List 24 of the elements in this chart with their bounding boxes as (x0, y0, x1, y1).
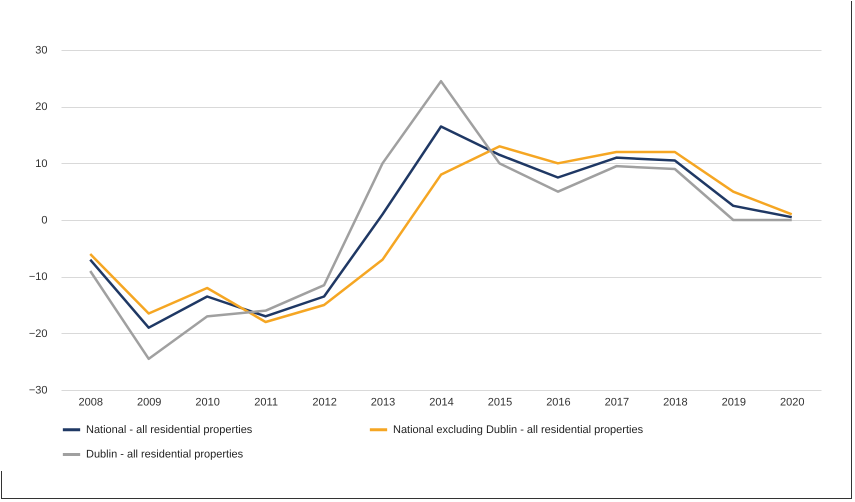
legend-label: National excluding Dublin - all residential properties (393, 424, 644, 436)
x-tick-label: 2014 (429, 396, 454, 408)
y-tick-label: 0 (41, 214, 48, 226)
x-tick-label: 2010 (195, 396, 220, 408)
x-tick-label: 2009 (136, 396, 162, 408)
y-tick-label: −10 (28, 271, 48, 284)
x-tick-label: 2020 (780, 396, 805, 408)
y-tick-label: 30 (35, 44, 48, 56)
x-tick-label: 2017 (604, 396, 630, 408)
x-tick-label: 2013 (370, 396, 396, 408)
x-tick-label: 2012 (312, 396, 337, 408)
x-tick-label: 2015 (488, 396, 512, 408)
legend-label: Dublin - all residential properties (86, 448, 244, 460)
legend-label: National - all residential properties (86, 424, 253, 436)
x-tick-label: 2019 (722, 396, 746, 408)
y-tick-label: 20 (35, 101, 48, 114)
y-tick-label: −30 (28, 384, 48, 396)
x-tick-label: 2011 (254, 396, 278, 408)
line-series (88, 80, 794, 360)
y-tick-label: −20 (28, 328, 48, 340)
x-tick-label: 2018 (663, 396, 688, 408)
x-tick-label: 2008 (78, 396, 103, 408)
x-tick-label: 2016 (546, 396, 571, 408)
y-tick-label: 10 (35, 158, 48, 170)
